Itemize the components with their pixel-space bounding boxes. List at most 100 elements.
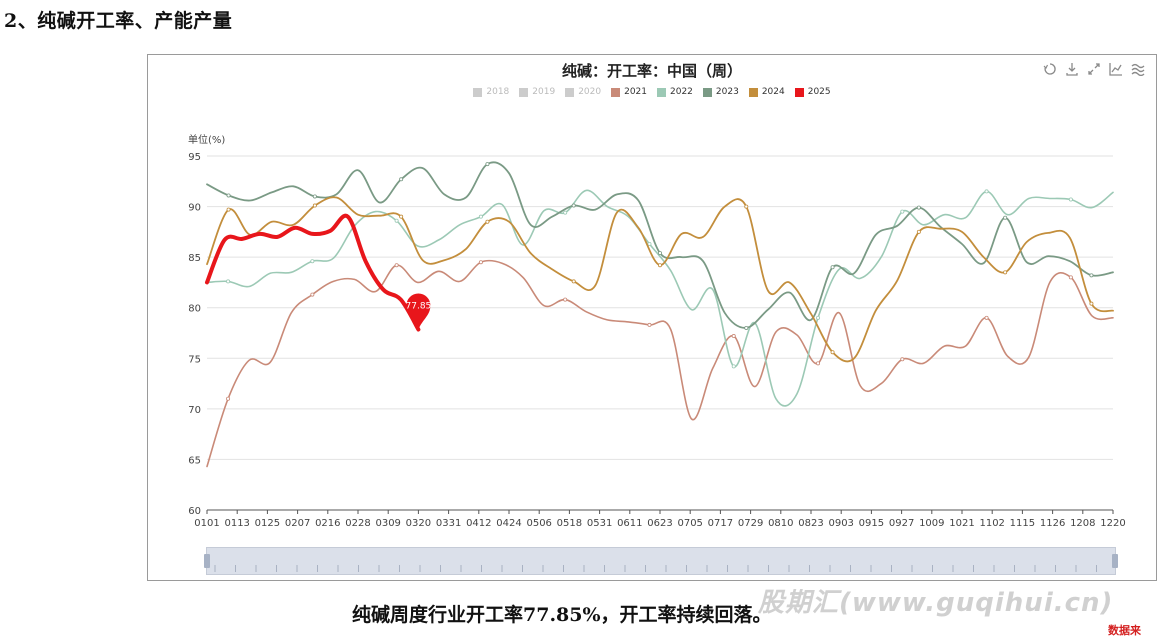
y-tick-label: 75 <box>188 354 201 365</box>
data-point-2024 <box>1089 301 1094 306</box>
data-point-2021 <box>394 263 399 268</box>
data-point-2022 <box>984 189 989 194</box>
legend-item-2020[interactable]: 2020 <box>565 87 601 97</box>
legend-swatch <box>794 87 804 97</box>
data-point-2023 <box>916 205 921 210</box>
x-tick-label: 0424 <box>496 518 521 529</box>
data-point-2024 <box>744 204 749 209</box>
x-tick-label: 0412 <box>466 518 491 529</box>
x-tick-label: 0903 <box>828 518 853 529</box>
line-chart-icon[interactable] <box>1108 61 1124 77</box>
zoom-icon[interactable] <box>1086 61 1102 77</box>
x-tick-label: 1220 <box>1100 518 1125 529</box>
y-tick-label: 90 <box>188 203 201 214</box>
x-tick-label: 0331 <box>436 518 461 529</box>
data-point-2023 <box>657 251 662 256</box>
caption-text: 纯碱周度行业开工率77.85%，开工率持续回落。 <box>352 604 772 626</box>
data-point-2022 <box>900 209 905 214</box>
source-note: 数据来 <box>1108 624 1141 637</box>
data-point-2021 <box>1068 275 1073 280</box>
y-tick-label: 65 <box>188 455 201 466</box>
chart-title: 纯碱：开工率：中国（周） <box>561 62 742 80</box>
chart-panel: 60 65 70 75 80 85 90 95 0101 0113 0125 0207 0216 0228… <box>147 54 1157 581</box>
data-point-2022 <box>310 259 315 264</box>
x-tick-label: 0309 <box>375 518 400 529</box>
legend-swatch <box>565 87 575 97</box>
x-tick-label: 1208 <box>1070 518 1095 529</box>
chart-plot: 60 65 70 75 80 85 90 95 0101 0113 0125 0207 0216 0228… <box>188 152 1125 529</box>
y-tick-label: 60 <box>188 506 201 517</box>
x-tick-label: 1102 <box>979 518 1004 529</box>
data-zoom-slider[interactable] <box>204 547 1118 575</box>
legend-label: 2022 <box>670 87 693 97</box>
legend-swatch <box>657 87 666 97</box>
data-point-2023 <box>226 193 231 198</box>
download-icon[interactable] <box>1064 61 1080 77</box>
x-tick-label: 0717 <box>708 518 733 529</box>
data-point-2023 <box>1089 273 1094 278</box>
legend-swatch <box>473 87 483 97</box>
x-tick-label: 1009 <box>919 518 944 529</box>
series-line-2022 <box>206 189 1114 407</box>
data-point-2023 <box>485 162 490 167</box>
data-point-2022 <box>731 364 736 369</box>
x-tick-label: 1115 <box>1010 518 1035 529</box>
data-point-2022 <box>647 241 652 246</box>
data-point-2023 <box>830 265 835 270</box>
y-tick-label: 70 <box>188 405 201 416</box>
x-tick-label: 0705 <box>677 518 702 529</box>
x-tick-label: 0623 <box>647 518 672 529</box>
restore-icon[interactable] <box>1042 61 1058 77</box>
legend-item-2022[interactable]: 2022 <box>657 87 693 97</box>
x-tick-label: 0228 <box>345 518 370 529</box>
x-tick-label: 0216 <box>315 518 340 529</box>
series-line-2021 <box>206 259 1114 468</box>
data-point-2023 <box>399 177 404 182</box>
legend-swatch <box>748 87 758 97</box>
legend-swatch <box>519 87 529 97</box>
data-point-2021 <box>984 315 989 320</box>
slider-right-handle[interactable] <box>1112 554 1118 568</box>
legend-label: 2019 <box>532 87 556 97</box>
x-tick-label: 0611 <box>617 518 642 529</box>
data-point-2021 <box>647 322 652 327</box>
data-point-2021 <box>310 292 315 297</box>
data-point-2023 <box>744 325 749 330</box>
data-point-2022 <box>478 214 483 219</box>
series-line-2025 <box>205 213 421 332</box>
slider-left-handle[interactable] <box>204 554 210 568</box>
x-tick-label: 0927 <box>889 518 914 529</box>
x-tick-label: 0531 <box>587 518 612 529</box>
section-heading: 2、纯碱开工率、产能产量 <box>4 10 233 32</box>
legend-item-2021[interactable]: 2021 <box>611 87 647 97</box>
y-tick-label: 95 <box>188 152 201 163</box>
x-tick-label: 0915 <box>859 518 884 529</box>
data-point-2024 <box>226 207 231 212</box>
x-tick-label: 0506 <box>526 518 551 529</box>
legend-item-2025[interactable]: 2025 <box>794 87 831 97</box>
legend-item-2019[interactable]: 2019 <box>519 87 555 97</box>
legend-label: 2025 <box>807 87 831 97</box>
x-tick-label: 0729 <box>738 518 763 529</box>
legend-item-2018[interactable]: 2018 <box>473 87 509 97</box>
data-point-2024 <box>1003 270 1008 275</box>
data-point-2021 <box>226 396 231 401</box>
legend-label: 2024 <box>761 87 785 97</box>
legend-swatch <box>611 87 621 97</box>
x-tick-label: 1126 <box>1040 518 1065 529</box>
x-tick-label: 0320 <box>406 518 431 529</box>
x-tick-label: 0101 <box>194 518 219 529</box>
data-point-2021 <box>731 334 736 339</box>
x-tick-label: 0823 <box>798 518 823 529</box>
x-tick-label: 0207 <box>285 518 310 529</box>
data-point-2024 <box>830 350 835 355</box>
x-tick-label: 0810 <box>768 518 793 529</box>
data-point-2023 <box>571 203 576 208</box>
data-point-2024 <box>312 203 317 208</box>
legend-item-2023[interactable]: 2023 <box>702 87 739 97</box>
legend-item-2024[interactable]: 2024 <box>748 87 785 97</box>
area-chart-icon[interactable] <box>1130 61 1146 77</box>
chart-toolbox <box>1042 61 1146 77</box>
data-point-2024 <box>916 229 921 234</box>
x-tick-label: 1021 <box>949 518 974 529</box>
